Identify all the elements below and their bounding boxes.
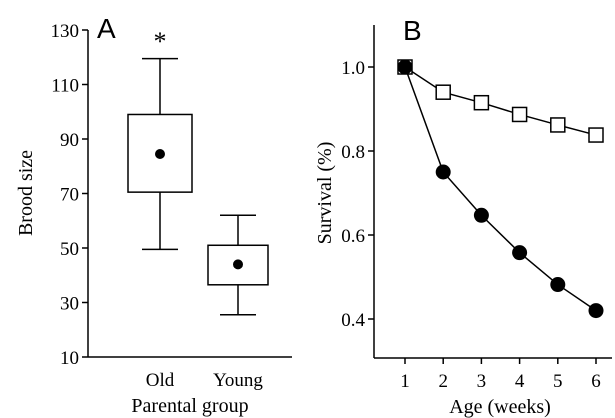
x-tick-label: 2 (438, 371, 448, 392)
data-point-circle (473, 207, 489, 223)
panel-label-a: A (97, 13, 116, 44)
data-point-circle (588, 303, 604, 319)
y-tick-label: 90 (60, 130, 79, 151)
x-tick-label: 3 (477, 371, 487, 392)
y-tick-label: 110 (51, 76, 79, 97)
y-tick-label: 1.0 (341, 58, 365, 79)
panel-b: 0.4 0.6 0.8 1.0 1 2 3 4 5 6 Age (weeks) Survival (%… (314, 15, 612, 418)
y-tick-label: 50 (60, 239, 79, 260)
panel-a: 10 30 50 70 90 110 130 Old Young * Parental group B… (15, 13, 292, 417)
series-line-1 (404, 66, 597, 136)
mean-marker (155, 148, 165, 159)
series-line-2 (404, 66, 597, 312)
y-axis-label: Brood size (15, 150, 37, 236)
y-tick-label: 10 (60, 348, 79, 369)
y-tick-label: 0.8 (341, 142, 365, 163)
y-tick-label: 0.4 (341, 310, 365, 331)
x-tick-label: 4 (515, 371, 525, 392)
y-tick-label: 30 (60, 294, 79, 315)
x-axis-label: Parental group (131, 395, 248, 417)
y-axis-label: Survival (%) (314, 142, 336, 245)
panel-label-b: B (403, 15, 422, 46)
mean-marker (233, 259, 243, 270)
x-tick-label: 5 (553, 371, 563, 392)
x-axis-label: Age (weeks) (449, 396, 551, 418)
x-tick-label: 6 (591, 371, 601, 392)
data-point-square (435, 84, 451, 100)
data-point-square (588, 127, 604, 143)
y-tick-label: 0.6 (341, 226, 365, 247)
x-tick-label: Young (213, 370, 263, 391)
data-point-circle (397, 59, 413, 75)
data-point-circle (435, 164, 451, 180)
y-tick-label: 70 (60, 185, 79, 206)
data-point-circle (512, 245, 528, 261)
data-point-square (511, 106, 528, 123)
data-point-square (550, 117, 566, 133)
x-tick-label: Old (146, 370, 175, 391)
significance-annotation: * (154, 27, 167, 56)
data-point-circle (550, 277, 566, 293)
y-tick-label: 130 (51, 21, 80, 42)
data-point-square (473, 94, 490, 111)
x-tick-label: 1 (400, 371, 410, 392)
